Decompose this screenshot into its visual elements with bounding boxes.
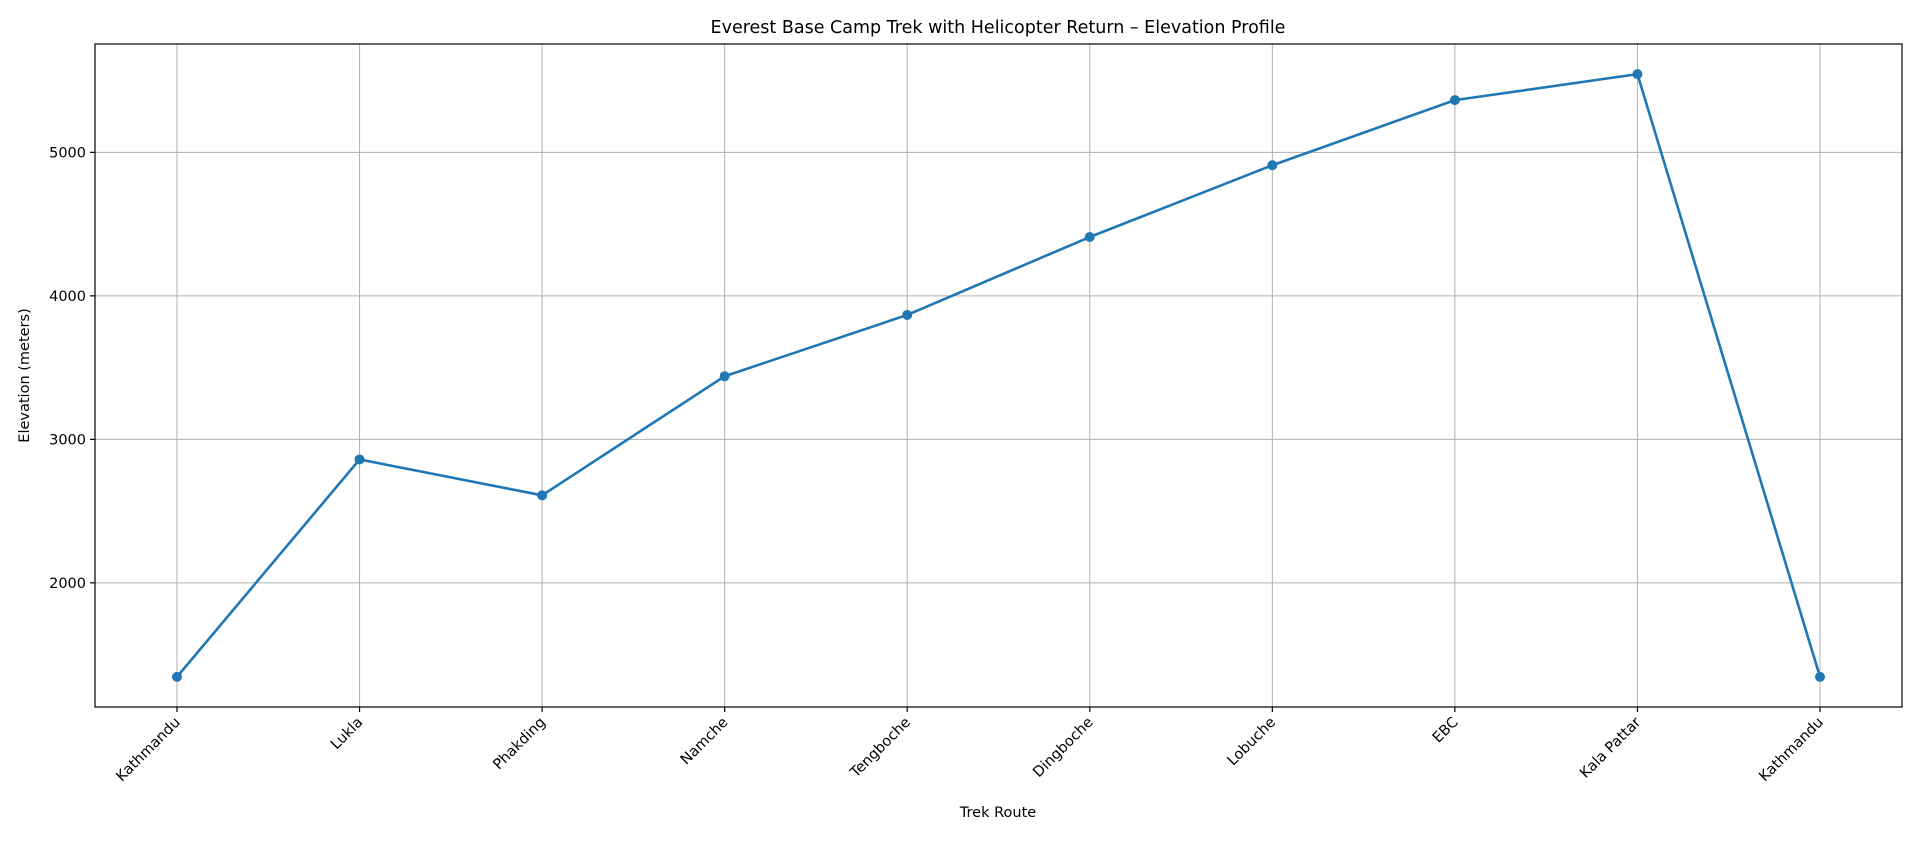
- y-tick-label: 3000: [49, 432, 86, 448]
- data-point-marker: [354, 454, 365, 465]
- data-point-marker: [1267, 160, 1278, 171]
- y-axis-label: Elevation (meters): [17, 308, 33, 442]
- data-point-marker: [172, 671, 182, 682]
- chart-title: Everest Base Camp Trek with Helicopter R…: [711, 18, 1286, 38]
- axes-frame: [94, 43, 1903, 708]
- data-point-marker: [902, 309, 913, 320]
- data-point-marker: [537, 490, 548, 501]
- series-elevation: [172, 69, 1825, 682]
- data-point-marker: [1449, 95, 1460, 106]
- data-point-marker: [1632, 69, 1643, 80]
- x-axis-label: Trek Route: [959, 805, 1036, 821]
- y-tick-label: 4000: [49, 289, 86, 305]
- y-tick-label: 2000: [49, 576, 86, 592]
- grid-lines: [95, 44, 1902, 707]
- elevation-line: [175, 72, 1822, 679]
- data-point-marker: [719, 371, 730, 382]
- y-tick-label: 5000: [49, 145, 86, 161]
- data-point-marker: [1084, 232, 1095, 243]
- data-point-marker: [1815, 671, 1825, 682]
- series-layer: [172, 69, 1825, 682]
- y-axis-ticks: 2000 3000 4000 5000: [49, 145, 95, 592]
